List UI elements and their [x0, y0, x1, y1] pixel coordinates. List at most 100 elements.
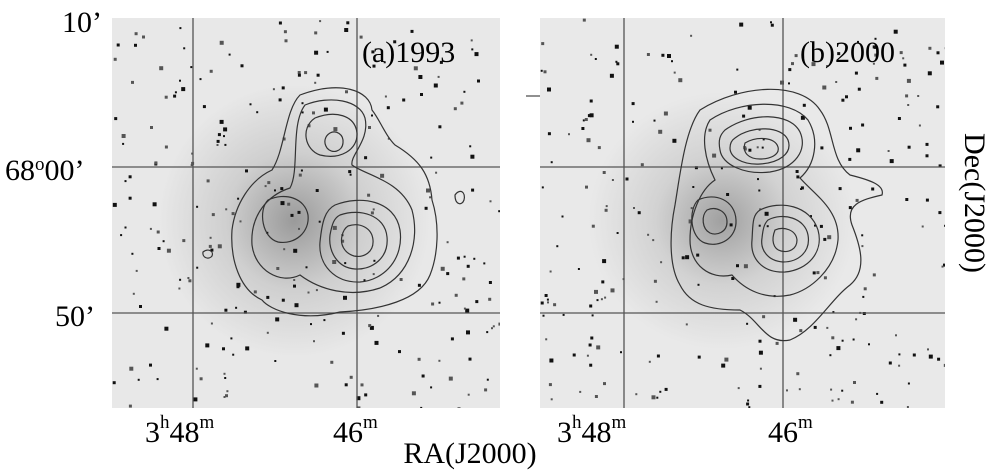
star: [757, 178, 759, 180]
star: [922, 226, 924, 228]
star: [217, 144, 219, 146]
star: [222, 347, 225, 350]
star: [573, 354, 576, 357]
x-tick-sup: h: [572, 412, 582, 433]
star: [301, 170, 303, 172]
star: [796, 170, 799, 173]
star: [587, 138, 591, 142]
star: [477, 80, 480, 83]
star: [220, 120, 224, 124]
star: [612, 179, 614, 181]
star: [776, 342, 779, 345]
star: [316, 289, 318, 291]
star: [400, 278, 403, 281]
star: [880, 401, 883, 404]
star: [900, 51, 903, 54]
star: [803, 104, 806, 107]
star: [367, 194, 370, 197]
star: [139, 305, 142, 308]
star: [748, 106, 752, 110]
star: [122, 143, 124, 145]
star: [839, 187, 842, 190]
star: [759, 351, 763, 355]
star: [747, 400, 749, 402]
star: [871, 188, 874, 191]
star: [361, 383, 364, 386]
star: [795, 54, 798, 57]
star: [327, 51, 329, 53]
star: [357, 406, 360, 409]
star: [861, 124, 864, 127]
star: [175, 91, 177, 93]
star: [919, 125, 921, 127]
star: [568, 133, 570, 135]
star: [114, 58, 117, 61]
star: [438, 125, 441, 128]
star: [398, 350, 401, 353]
star: [193, 397, 197, 401]
x-tick-sup: h: [160, 412, 170, 433]
star: [491, 327, 493, 329]
star: [578, 268, 580, 270]
star: [656, 301, 658, 303]
star: [117, 44, 120, 47]
panel-a: (a)1993: [112, 18, 501, 410]
star: [226, 390, 228, 392]
star: [861, 234, 863, 236]
star: [225, 208, 227, 210]
star: [203, 105, 206, 108]
star: [820, 146, 823, 149]
star: [601, 298, 603, 300]
star: [157, 378, 159, 380]
star: [611, 288, 615, 292]
star: [767, 225, 769, 227]
star: [466, 330, 470, 334]
star: [855, 72, 858, 75]
x-tick-label: 3h48m: [557, 412, 627, 449]
x-tick-label: 46m: [768, 412, 813, 449]
star: [908, 146, 911, 149]
star: [420, 93, 423, 96]
star: [635, 393, 637, 395]
star: [313, 340, 315, 342]
star: [345, 90, 348, 93]
star: [664, 112, 668, 116]
star: [908, 383, 910, 385]
star: [267, 181, 270, 184]
star: [936, 105, 939, 108]
star: [165, 146, 168, 149]
star: [217, 140, 220, 143]
star: [153, 202, 157, 206]
star: [302, 102, 304, 104]
star: [545, 338, 547, 340]
star: [788, 68, 791, 71]
image: [112, 18, 500, 408]
star: [829, 354, 831, 356]
star: [284, 30, 287, 33]
y-tick-label: 50’: [55, 300, 95, 333]
star: [598, 146, 601, 149]
star: [207, 179, 210, 182]
star: [721, 364, 725, 368]
star: [183, 47, 185, 49]
star: [647, 234, 649, 236]
star: [236, 283, 240, 287]
star: [138, 379, 140, 381]
star: [490, 200, 492, 202]
star: [438, 360, 440, 362]
star: [549, 383, 552, 386]
star: [937, 51, 940, 54]
star: [435, 172, 437, 174]
star: [411, 30, 414, 33]
star: [420, 407, 422, 409]
star: [873, 273, 876, 276]
star: [488, 298, 491, 301]
star: [562, 216, 564, 218]
star: [606, 205, 608, 207]
star: [224, 396, 226, 398]
star: [164, 327, 168, 331]
star: [412, 391, 416, 395]
star: [853, 339, 855, 341]
star: [125, 227, 127, 229]
star: [276, 267, 279, 270]
